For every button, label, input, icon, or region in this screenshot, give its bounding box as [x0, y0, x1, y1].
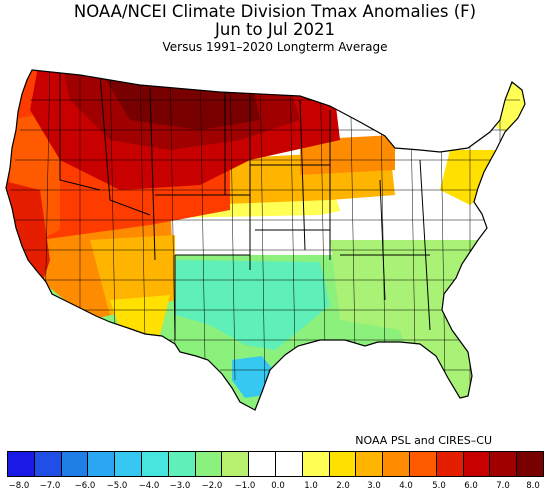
legend-tick-label: 6.0 — [464, 481, 478, 491]
legend-tick-label: 1.0 — [304, 481, 318, 491]
legend-tick-label: 7.0 — [496, 481, 510, 491]
map-title: NOAA/NCEI Climate Division Tmax Anomalie… — [73, 2, 477, 21]
legend-tick-label: 4.0 — [399, 481, 413, 491]
us-outline — [5, 69, 526, 411]
legend-color-cell — [8, 452, 35, 476]
state-boundaries — [59, 70, 431, 340]
legend-color-cell — [356, 452, 384, 476]
legend-tick-label: 5.0 — [432, 481, 446, 491]
legend-color-cell — [409, 452, 437, 476]
legend-tick-label: −6.0 — [74, 481, 96, 491]
legend-color-cell — [463, 452, 491, 476]
legend-color-cell — [517, 452, 543, 476]
legend-tick-label: −8.0 — [8, 481, 30, 491]
map-subtitle: Versus 1991–2020 Longterm Average — [162, 40, 388, 54]
legend-color-cell — [115, 452, 142, 476]
legend-tick-label: 2.0 — [336, 481, 350, 491]
color-legend-bar — [7, 451, 544, 477]
legend-color-cell — [88, 452, 116, 476]
legend-color-cell — [275, 452, 303, 476]
legend-color-cell — [168, 452, 196, 476]
map-period: Jun to Jul 2021 — [215, 20, 335, 39]
legend-tick-label: −2.0 — [201, 481, 223, 491]
legend-tick-label: −1.0 — [234, 481, 256, 491]
legend-tick-label: −7.0 — [39, 481, 61, 491]
division-boundaries — [10, 70, 520, 401]
legend-tick-label: −5.0 — [106, 481, 128, 491]
legend-tick-label: 3.0 — [367, 481, 381, 491]
data-credit: NOAA PSL and CIRES–CU — [355, 434, 492, 447]
legend-tick-label: 0.0 — [271, 481, 285, 491]
legend-color-cell — [61, 452, 89, 476]
legend-tick-label: −3.0 — [169, 481, 191, 491]
legend-tick-label: −4.0 — [138, 481, 160, 491]
legend-color-cell — [302, 452, 330, 476]
legend-tick-label: 8.0 — [526, 481, 540, 491]
legend-color-cell — [383, 452, 410, 476]
legend-color-cell — [195, 452, 223, 476]
legend-color-cell — [141, 452, 169, 476]
legend-color-cell — [249, 452, 276, 476]
legend-color-cell — [222, 452, 250, 476]
color-legend-tick-labels: −8.0 −7.0 −6.0 −5.0 −4.0 −3.0 −2.0 −1.0 0.0 1.0 2.… — [7, 481, 544, 492]
legend-color-cell — [490, 452, 518, 476]
legend-color-cell — [329, 452, 357, 476]
legend-color-cell — [436, 452, 464, 476]
legend-color-cell — [34, 452, 62, 476]
anomaly-color-layer — [6, 70, 525, 410]
us-climate-division-map — [5, 69, 526, 411]
